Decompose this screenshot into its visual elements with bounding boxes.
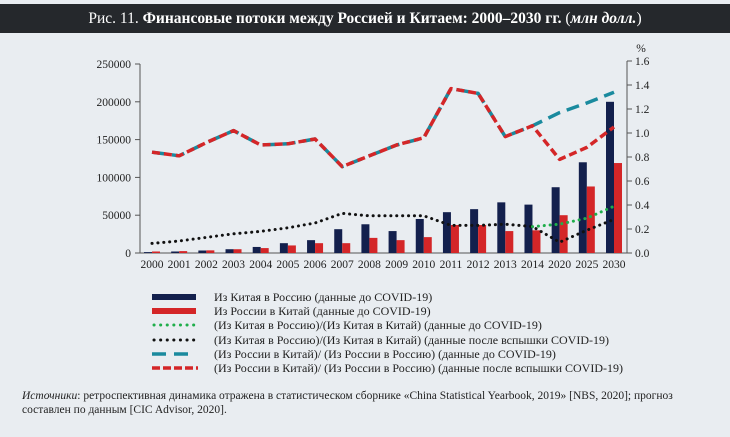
legend-item: (Из Китая в Россию)/(Из Китая в Китай) (…: [150, 318, 623, 332]
legend-item: Из России в Китай (данные до COVID-19): [150, 304, 623, 318]
bar-china-to-russia: [551, 187, 560, 253]
legend-swatch-red-dashed: [152, 366, 198, 370]
legend-swatch-red-bar: [152, 308, 196, 315]
x-tick-label: 2009: [385, 259, 408, 271]
x-tick-label: 2010: [412, 259, 435, 271]
bar-russia-to-china: [369, 237, 378, 253]
legend-item: Из Китая в Россию (данные до COVID-19): [150, 290, 623, 304]
source-text: : ретроспективная динамика отражена в ст…: [22, 390, 673, 416]
x-tick-label: 2014: [521, 259, 544, 271]
x-tick-label: 2012: [467, 259, 490, 271]
bar-russia-to-china: [586, 186, 595, 253]
bar-russia-to-china: [287, 245, 296, 253]
bar-china-to-russia: [225, 249, 234, 253]
figure-title: Финансовые потоки между Россией и Китаем…: [142, 10, 562, 27]
axes: 0 50000 100000 150000 200000 250000 0.0 0.2 0.4 0…: [97, 43, 650, 260]
left-tick-label: 250000: [97, 59, 132, 71]
bar-russia-to-china: [532, 230, 541, 253]
right-tick-label: 0.4: [635, 200, 650, 212]
right-axis-unit: %: [636, 43, 646, 55]
x-tick-label: 2011: [440, 259, 463, 271]
x-tick-label: 2001: [168, 259, 191, 271]
figure-units: млн долл.: [570, 10, 637, 27]
bar-china-to-russia: [307, 240, 316, 253]
chart: 0 50000 100000 150000 200000 250000 0.0 0.2 0.4 0…: [97, 43, 650, 271]
lines: [150, 86, 616, 245]
legend-swatch-navy-bar: [152, 294, 196, 301]
red-dashed-line: [151, 86, 616, 169]
figure-number: Рис. 11.: [88, 10, 139, 27]
legend-item: (Из России в Китай)/ (Из России в Россию…: [150, 361, 623, 375]
x-tick-label: 2030: [603, 259, 626, 271]
right-tick-label: 0.8: [635, 152, 650, 164]
x-tick-label: 2002: [195, 259, 218, 271]
x-tick-label: 2006: [304, 259, 327, 271]
left-tick-label: 50000: [102, 210, 131, 222]
bar-russia-to-china: [315, 243, 324, 253]
black-dotted-line: [150, 211, 616, 245]
legend-swatch-teal-dashed: [152, 352, 196, 356]
bar-china-to-russia: [578, 162, 587, 253]
bar-russia-to-china: [614, 163, 622, 253]
right-tick-label: 1.6: [635, 56, 650, 68]
bar-russia-to-china: [423, 237, 432, 253]
bar-russia-to-china: [450, 225, 459, 253]
bar-china-to-russia: [442, 212, 451, 253]
left-tick-label: 0: [125, 248, 131, 260]
bar-china-to-russia: [497, 202, 506, 253]
bar-russia-to-china: [179, 251, 188, 253]
legend-swatch-black-dotted: [152, 338, 198, 342]
right-tick-label: 0.0: [635, 248, 650, 260]
left-tick-label: 100000: [97, 172, 132, 184]
bar-china-to-russia: [606, 101, 614, 253]
x-tick-label: 2020: [548, 259, 571, 271]
bar-china-to-russia: [388, 231, 397, 253]
source-note: Источники: ретроспективная динамика отра…: [22, 389, 712, 417]
x-tick-label: 2013: [494, 259, 517, 271]
x-axis-labels: 2000 2001 2002 2003 2004 2005 2006 2007 2008 2009…: [141, 259, 626, 271]
bar-china-to-russia: [252, 246, 261, 253]
right-tick-label: 0.2: [635, 224, 650, 236]
x-tick-label: 2008: [358, 259, 381, 271]
right-tick-label: 1.2: [635, 104, 650, 116]
figure-title-bar: Рис. 11. Финансовые потоки между Россией…: [0, 4, 730, 33]
bar-russia-to-china: [505, 231, 514, 253]
bar-russia-to-china: [206, 250, 215, 253]
bar-russia-to-china: [233, 249, 242, 253]
legend-item: (Из России в Китай)/ (Из России в Россию…: [150, 347, 623, 361]
source-label: Источники: [22, 390, 78, 402]
bar-china-to-russia: [524, 204, 533, 253]
bar-china-to-russia: [334, 229, 343, 253]
bar-china-to-russia: [279, 243, 288, 253]
bar-russia-to-china: [559, 215, 568, 253]
left-tick-label: 150000: [97, 135, 132, 147]
x-tick-label: 2004: [249, 259, 272, 271]
bars: [144, 101, 622, 253]
legend-swatch-green-dotted: [152, 323, 198, 327]
x-tick-label: 2000: [141, 259, 164, 271]
right-tick-label: 1.0: [635, 128, 650, 140]
right-tick-label: 1.4: [635, 80, 650, 92]
bar-russia-to-china: [342, 243, 351, 253]
bar-china-to-russia: [415, 218, 424, 253]
x-tick-label: 2005: [276, 259, 299, 271]
green-dotted-line: [530, 204, 616, 229]
bar-china-to-russia: [198, 250, 207, 253]
x-tick-label: 2003: [222, 259, 245, 271]
bar-russia-to-china: [260, 248, 269, 253]
right-tick-label: 0.6: [635, 176, 650, 188]
teal-dashed-line: [151, 86, 615, 169]
x-tick-label: 2025: [575, 259, 598, 271]
bar-russia-to-china: [478, 225, 487, 253]
x-tick-label: 2007: [331, 259, 354, 271]
legend-item: (Из Китая в Россию)/(Из Китая в Китай) (…: [150, 333, 623, 347]
bar-china-to-russia: [144, 252, 152, 253]
bar-russia-to-china: [152, 251, 160, 253]
bar-russia-to-china: [396, 240, 405, 253]
legend: Из Китая в Россию (данные до COVID-19) И…: [150, 290, 623, 375]
bar-china-to-russia: [361, 224, 370, 253]
left-tick-label: 200000: [97, 97, 132, 109]
bar-china-to-russia: [470, 209, 479, 253]
bar-china-to-russia: [171, 251, 180, 253]
